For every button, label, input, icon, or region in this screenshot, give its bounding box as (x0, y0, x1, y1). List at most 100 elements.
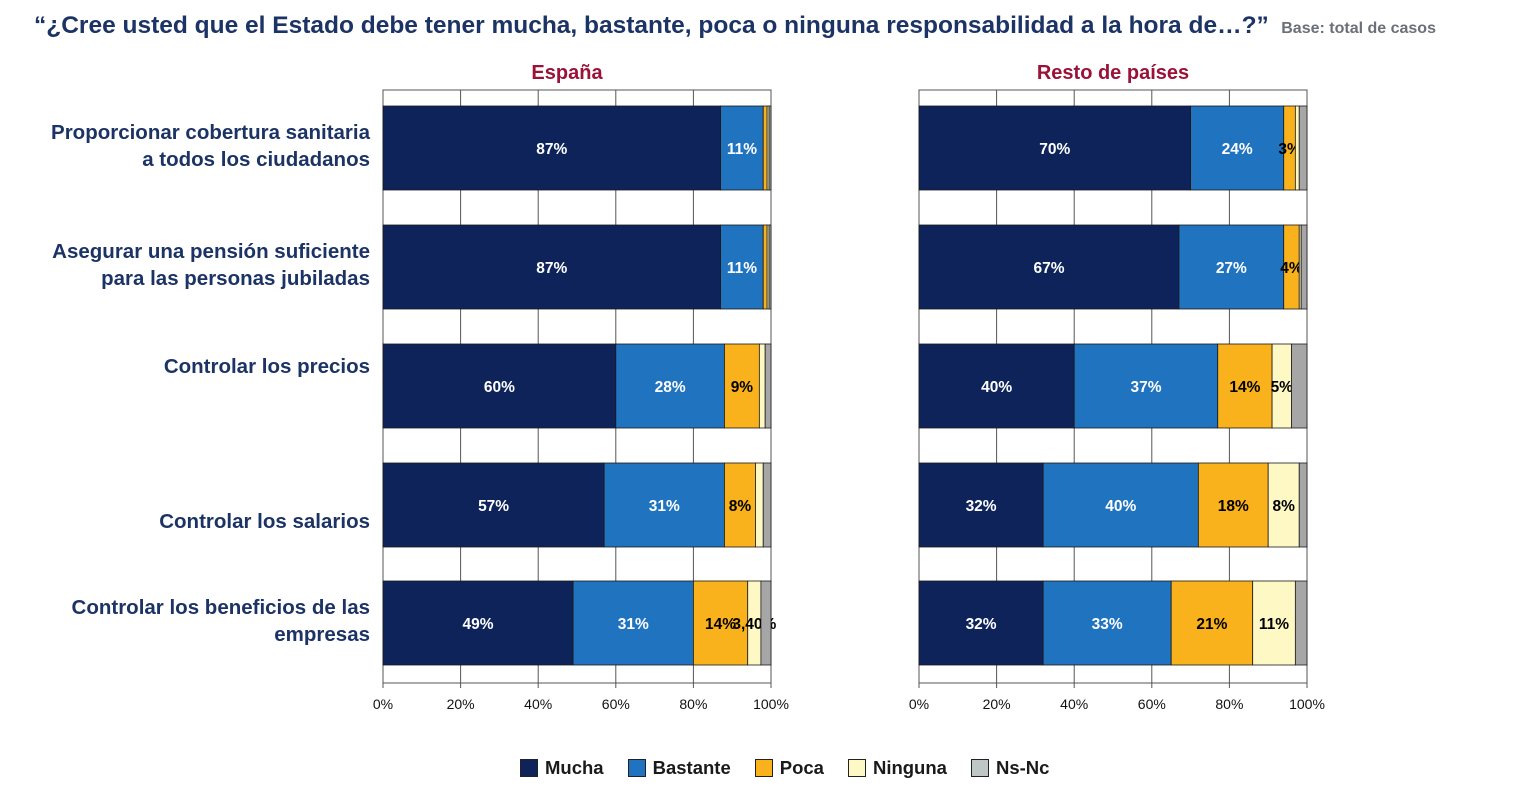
data-label-espana: 49% (463, 616, 494, 633)
bar-espana-ninguna (758, 343, 766, 429)
bar-espana-ninguna (755, 462, 764, 548)
legend-label-ns-nc: Ns-Nc (995, 757, 1050, 778)
x-tick-label-resto: 40% (1060, 696, 1088, 712)
category-label: Controlar los precios (10, 353, 370, 380)
data-label-resto: 14% (1229, 379, 1260, 396)
bar-espana-mucha (382, 462, 605, 548)
data-label-espana: 87% (536, 260, 567, 277)
category-label: Controlar los beneficios de las empresas (10, 594, 370, 648)
x-tick-label-espana: 100% (753, 696, 789, 712)
bar-espana-mucha (382, 580, 574, 666)
data-label-espana: 31% (649, 498, 680, 515)
category-label-line: Proporcionar cobertura sanitaria (51, 121, 370, 144)
data-label-resto: 8% (1273, 498, 1296, 515)
bar-espana-ns-nc (764, 343, 772, 429)
legend-item-ninguna: Ninguna (847, 757, 947, 779)
chart-title: “¿Cree usted que el Estado debe tener mu… (34, 12, 1269, 39)
bar-espana-bastante (572, 580, 694, 666)
bar-resto-ns-nc (1298, 105, 1308, 191)
legend: Mucha Bastante Poca Ninguna Ns-Nc (520, 757, 1073, 779)
category-label-line: Controlar los beneficios de las (71, 596, 370, 619)
bar-resto-mucha (918, 224, 1180, 310)
x-tick-label-resto: 80% (1215, 696, 1243, 712)
data-label-resto: 27% (1216, 260, 1247, 277)
data-label-espana: 57% (478, 498, 509, 515)
category-label: Asegurar una pensión suficiente para las … (10, 238, 370, 292)
data-label-espana: 60% (484, 379, 515, 396)
bar-resto-ninguna (1294, 105, 1300, 191)
legend-label-mucha: Mucha (545, 757, 604, 778)
x-tick-label-espana: 40% (524, 696, 552, 712)
bar-resto-poca (1197, 462, 1269, 548)
bar-espana-ns-nc (760, 580, 772, 666)
bar-resto-ns-nc (1300, 224, 1308, 310)
legend-swatch-poca (754, 759, 773, 777)
data-label-resto: 4% (1280, 260, 1303, 277)
data-label-resto: 40% (981, 379, 1012, 396)
data-label-espana: 9% (731, 379, 754, 396)
data-label-espana: 11% (727, 141, 757, 158)
bar-espana-bastante (720, 105, 764, 191)
x-tick-label-espana: 0% (373, 696, 393, 712)
data-label-resto: 24% (1222, 141, 1253, 158)
bar-espana-ns-nc (762, 462, 772, 548)
bar-resto-ninguna (1252, 580, 1296, 666)
category-label-line: Controlar los salarios (159, 509, 370, 533)
x-tick-label-resto: 0% (909, 696, 929, 712)
bar-resto-poca (1170, 580, 1254, 666)
data-label-resto: 21% (1196, 616, 1227, 633)
bar-resto-ns-nc (1298, 462, 1308, 548)
panel-title-espana: España (531, 62, 603, 84)
bar-espana-bastante (603, 462, 725, 548)
panel-title-resto: Resto de países (1036, 62, 1190, 84)
bar-resto-mucha (918, 105, 1192, 191)
data-label-resto: 32% (966, 498, 997, 515)
bar-resto-mucha (918, 580, 1044, 666)
data-label-resto: 32% (966, 616, 997, 633)
data-label-espana: 31% (618, 616, 649, 633)
bar-resto-ninguna (1267, 462, 1300, 548)
data-label-espana: 8% (729, 498, 752, 515)
x-tick-label-espana: 80% (679, 696, 707, 712)
bar-resto-bastante (1073, 343, 1219, 429)
bar-resto-bastante (1190, 105, 1285, 191)
bar-espana-ns-nc (768, 105, 772, 191)
legend-swatch-bastante (627, 759, 646, 777)
bar-espana-poca (693, 580, 749, 666)
bar-espana-poca (724, 462, 756, 548)
category-label: Proporcionar cobertura sanitaria a todos … (10, 119, 370, 173)
data-label-espana: 28% (655, 379, 686, 396)
data-label-resto: 40% (1105, 498, 1136, 515)
bar-espana-poca (762, 224, 768, 310)
legend-label-poca: Poca (779, 757, 824, 778)
category-label-line: a todos los ciudadanos (142, 148, 370, 171)
bar-resto-bastante (1178, 224, 1285, 310)
data-label-espana: 14% (705, 616, 736, 633)
category-label: Controlar los salarios (10, 508, 370, 535)
legend-item-poca: Poca (754, 757, 824, 779)
data-label-resto: 70% (1039, 141, 1070, 158)
data-label-resto: 37% (1130, 379, 1161, 396)
x-tick-label-resto: 20% (983, 696, 1011, 712)
legend-item-mucha: Mucha (520, 757, 604, 779)
bar-espana-ns-nc (768, 224, 772, 310)
bar-espana-mucha (382, 105, 721, 191)
bar-resto-mucha (918, 343, 1075, 429)
bar-espana-bastante (615, 343, 725, 429)
bar-resto-poca (1217, 343, 1273, 429)
bar-espana-bastante (720, 224, 764, 310)
legend-label-bastante: Bastante (652, 757, 731, 778)
bar-resto-bastante (1042, 462, 1199, 548)
category-label-line: Controlar los precios (163, 354, 370, 378)
bar-resto-mucha (918, 462, 1044, 548)
data-label-resto: 33% (1092, 616, 1123, 633)
legend-swatch-ns-nc (970, 759, 989, 777)
x-tick-label-espana: 60% (602, 696, 630, 712)
chart-header: “¿Cree usted que el Estado debe tener mu… (34, 12, 1514, 40)
x-tick-label-resto: 100% (1289, 696, 1325, 712)
data-label-resto: 5% (1271, 379, 1294, 396)
bar-espana-poca (724, 343, 760, 429)
bar-resto-ns-nc (1291, 343, 1308, 429)
category-label-line: empresas (274, 623, 370, 646)
